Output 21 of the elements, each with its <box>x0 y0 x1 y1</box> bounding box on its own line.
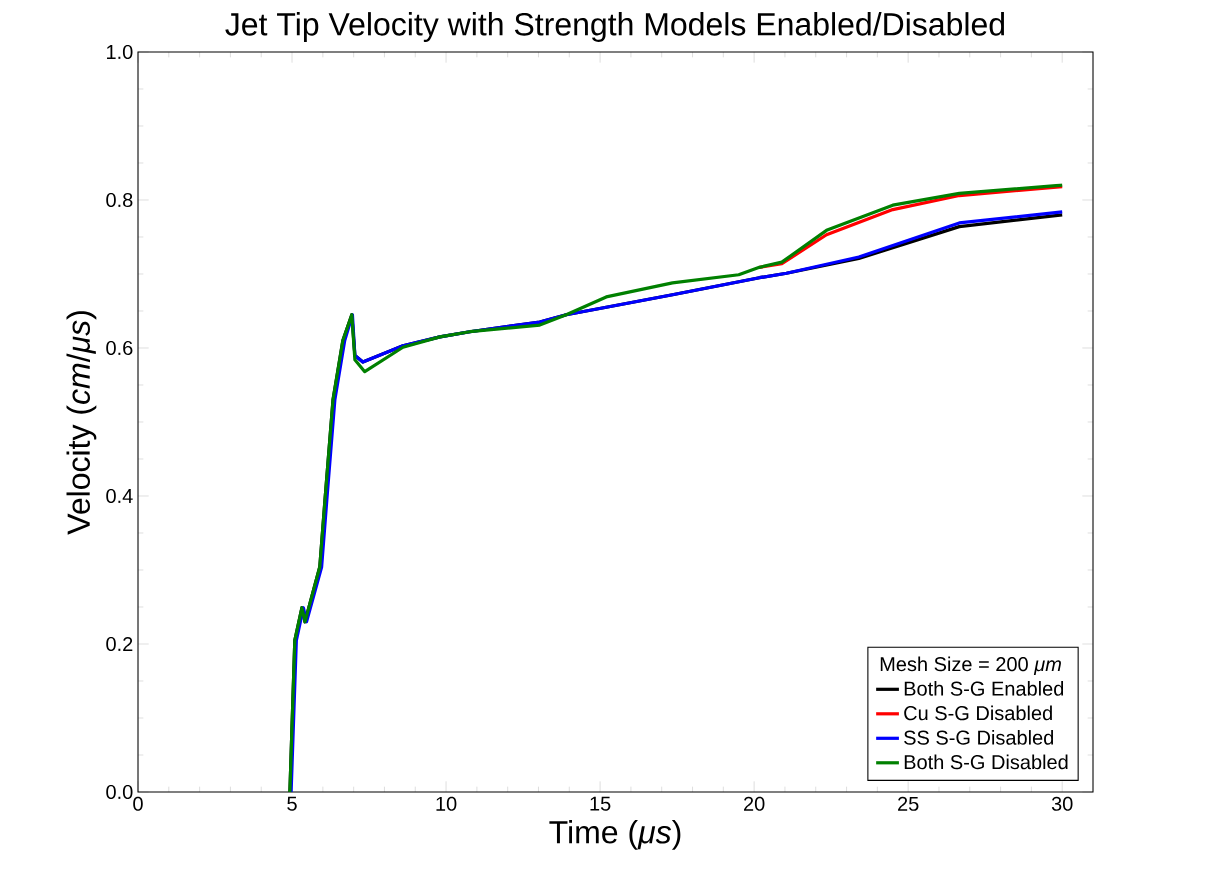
chart-title: Jet Tip Velocity with Strength Models Enabled/Disabled <box>225 12 1005 42</box>
x-tick-label: 15 <box>590 796 611 811</box>
legend-label: Both S-G Enabled <box>904 681 1064 696</box>
y-tick-label: 1.0 <box>107 44 133 60</box>
x-tick-label: 5 <box>287 796 297 811</box>
y-tick-label: 0.4 <box>106 488 133 504</box>
x-tick-label: 25 <box>898 796 919 811</box>
x-tick-label: 30 <box>1051 796 1073 811</box>
x-tick-label: 10 <box>436 796 457 811</box>
y-tick-label: 0.8 <box>106 192 133 208</box>
x-tick-label: 0 <box>133 796 143 811</box>
y-tick-label: 0.6 <box>106 340 133 356</box>
y-tick-label: 0.2 <box>106 636 133 652</box>
x-axis-title: Time (μs) <box>549 820 681 850</box>
legend-label: Cu S-G Disabled <box>904 705 1052 721</box>
legend-label: Both S-G Disabled <box>904 754 1068 770</box>
y-tick-label: 0.0 <box>106 784 133 800</box>
legend-title: Mesh Size = 200 μm <box>880 656 1061 675</box>
y-axis-title: Velocity (cm/μs) <box>66 311 97 535</box>
legend-label: SS S-G Disabled <box>904 730 1054 745</box>
x-tick-label: 20 <box>744 796 765 811</box>
